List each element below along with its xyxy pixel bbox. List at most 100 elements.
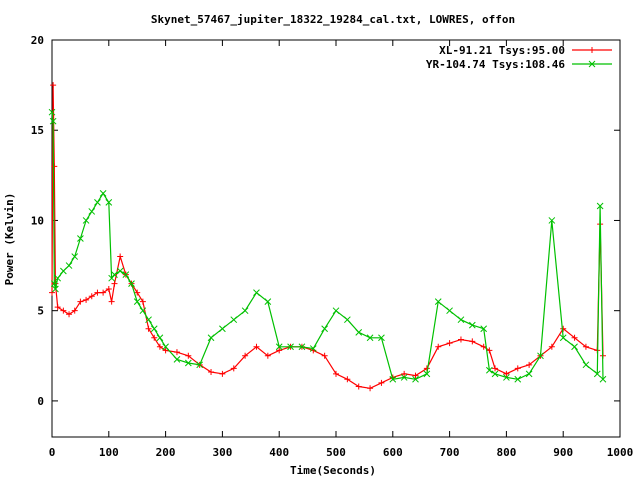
data-point: [122, 271, 130, 278]
data-point: [571, 334, 578, 341]
data-point: [88, 293, 95, 300]
data-point: [184, 359, 192, 367]
series-layer: [48, 82, 607, 392]
data-point: [156, 343, 163, 350]
data-point: [548, 217, 556, 224]
data-point: [503, 374, 510, 381]
y-tick-label: 20: [31, 34, 44, 47]
data-point: [366, 334, 374, 342]
data-point: [99, 190, 107, 197]
data-point: [128, 280, 135, 287]
data-point: [593, 370, 601, 378]
chart-title: Skynet_57467_jupiter_18322_19284_cal.txt…: [151, 13, 515, 26]
data-point: [264, 352, 271, 359]
data-point: [52, 280, 59, 287]
data-point: [559, 334, 567, 342]
data-point: [133, 298, 141, 306]
data-point: [230, 365, 237, 372]
data-point: [54, 274, 62, 282]
data-point: [139, 298, 146, 305]
x-tick-label: 800: [496, 446, 516, 459]
data-point: [469, 338, 476, 345]
data-point: [446, 340, 453, 347]
data-point: [111, 271, 118, 278]
data-point: [378, 334, 385, 342]
x-tick-label: 700: [440, 446, 460, 459]
data-point: [49, 289, 55, 296]
data-point: [412, 375, 419, 383]
data-point: [145, 325, 152, 332]
data-point: [60, 267, 67, 275]
data-point: [94, 199, 101, 206]
data-point: [514, 365, 521, 372]
data-point: [60, 307, 67, 314]
data-point: [423, 370, 431, 378]
x-tick-label: 600: [383, 446, 403, 459]
y-tick-label: 5: [37, 305, 44, 318]
y-axis: 0 5 10 15 20: [31, 34, 620, 408]
data-point: [486, 366, 493, 374]
data-point: [71, 307, 78, 314]
data-point: [105, 286, 112, 293]
data-point: [111, 280, 118, 287]
data-point: [108, 298, 115, 305]
data-point: [264, 298, 272, 306]
data-point: [94, 289, 101, 296]
data-point: [457, 316, 465, 324]
data-point: [309, 345, 317, 352]
data-point: [185, 352, 192, 359]
data-point: [77, 235, 84, 242]
data-point: [241, 307, 249, 315]
data-point: [321, 352, 328, 359]
data-point: [116, 267, 124, 275]
data-point: [434, 298, 442, 306]
data-point: [492, 365, 499, 372]
data-point: [139, 307, 147, 315]
x-axis: 0 100 200 300 400 500 600 700 800 900 1000: [49, 40, 634, 459]
x-tick-label: 1000: [607, 446, 634, 459]
data-point: [173, 349, 180, 356]
plot-area: 0 5 10 15 20 0 100 200 300 400 500 600 700 800 900 100…: [31, 34, 634, 459]
data-point: [52, 285, 59, 293]
data-point: [480, 325, 488, 333]
data-point: [156, 334, 164, 342]
data-point: [367, 385, 374, 392]
data-point: [355, 383, 362, 390]
data-point: [514, 375, 522, 383]
data-point: [582, 361, 590, 369]
legend-label: YR-104.74 Tsys:108.46: [426, 58, 565, 71]
data-point: [71, 253, 79, 260]
data-point: [468, 321, 476, 329]
series-1: [49, 82, 606, 392]
y-axis-label: Power (Kelvin): [3, 193, 16, 286]
data-point: [525, 370, 533, 378]
data-point: [242, 352, 249, 359]
data-point: [173, 356, 181, 363]
data-point: [65, 262, 73, 269]
x-tick-label: 0: [49, 446, 56, 459]
data-point: [50, 280, 58, 287]
data-point: [582, 343, 589, 350]
x-tick-label: 900: [553, 446, 573, 459]
data-point: [100, 289, 107, 296]
data-point: [117, 253, 124, 260]
data-point: [49, 117, 57, 125]
data-point: [48, 108, 56, 116]
data-point: [276, 347, 283, 354]
data-point: [344, 316, 351, 324]
data-point: [82, 217, 90, 224]
data-point: [526, 361, 533, 368]
data-point: [151, 334, 158, 341]
legend-marker: [589, 47, 595, 53]
x-tick-label: 200: [156, 446, 176, 459]
data-point: [88, 208, 96, 215]
data-point: [401, 370, 408, 377]
data-point: [51, 163, 58, 170]
data-point: [298, 343, 306, 351]
data-point: [108, 274, 115, 282]
data-point: [134, 289, 141, 296]
y-tick-label: 10: [31, 214, 44, 227]
data-point: [503, 370, 510, 377]
data-point: [162, 347, 169, 354]
